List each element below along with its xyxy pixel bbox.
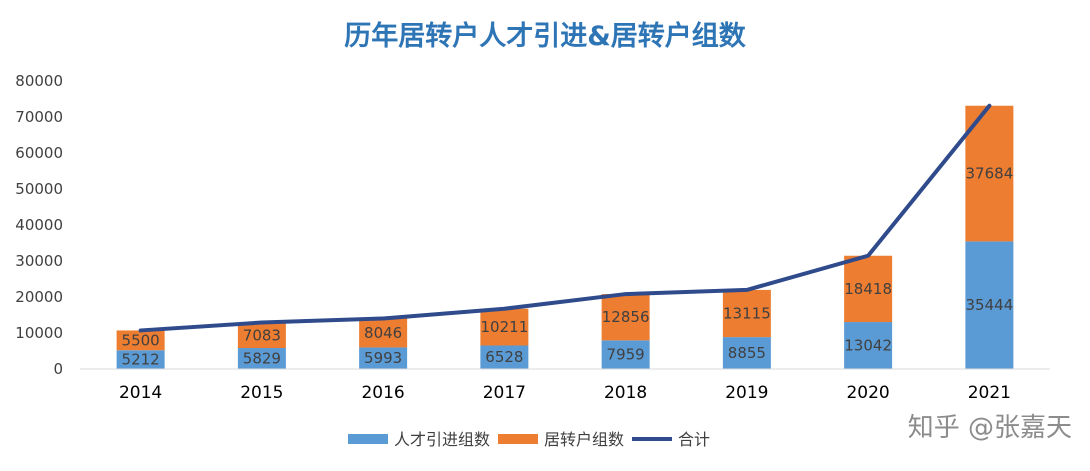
bar-value-label: 7959 (607, 346, 645, 364)
bar-value-label: 5829 (243, 350, 281, 368)
x-tick-label: 2016 (361, 383, 404, 403)
bar-value-label: 13115 (723, 305, 771, 323)
bar-value-label: 35444 (966, 296, 1014, 314)
bar-segment (237, 348, 286, 369)
bars (116, 105, 1014, 369)
bar-value-label: 13042 (844, 337, 892, 355)
bar-segment (480, 345, 529, 369)
bar-labels: 5212 5500 5829 7083 5993 8046 6528 10211 7959 128… (122, 165, 1014, 369)
bar-segment (965, 241, 1014, 369)
bar-value-label: 8855 (728, 344, 766, 362)
y-tick-label: 60000 (15, 144, 63, 162)
bar-value-label: 12856 (602, 308, 650, 326)
y-tick-label: 30000 (15, 252, 63, 270)
bar-value-label: 18418 (844, 280, 892, 298)
bar-segment (480, 308, 529, 346)
y-tick-label: 0 (53, 360, 63, 378)
bar-value-label: 5500 (122, 331, 160, 349)
legend: 人才引进组数 居转户组数 合计 (348, 430, 710, 449)
bar-value-label: 8046 (364, 324, 402, 342)
legend-label: 合计 (678, 430, 710, 449)
bar-value-label: 5993 (364, 349, 402, 367)
total-line-series (138, 103, 992, 333)
bar-segment (844, 322, 893, 369)
x-tick-label: 2021 (968, 383, 1011, 403)
y-tick-label: 50000 (15, 180, 63, 198)
x-tick-label: 2015 (240, 383, 283, 403)
bar-value-label: 10211 (481, 318, 529, 336)
total-line (138, 103, 992, 333)
x-tick-label: 2014 (119, 383, 162, 403)
legend-label: 居转户组数 (544, 430, 624, 449)
watermark: 知乎 @张嘉天 (908, 413, 1072, 443)
bar-segment (601, 294, 650, 341)
bar-segment (359, 347, 408, 369)
bar-segment (116, 330, 165, 351)
bar-segment (601, 340, 650, 369)
legend-label: 人才引进组数 (394, 430, 490, 449)
y-tick-label: 80000 (15, 72, 63, 90)
y-tick-label: 40000 (15, 216, 63, 234)
bar-segment (359, 318, 408, 348)
bar-segment (722, 337, 771, 369)
legend-swatch (498, 434, 538, 444)
bar-segment (237, 322, 286, 349)
bar-segment (844, 255, 893, 323)
bar-value-label: 37684 (966, 165, 1014, 183)
x-tick-label: 2017 (483, 383, 526, 403)
bar-segment (722, 289, 771, 338)
x-tick-label: 2020 (846, 383, 889, 403)
x-tick-label: 2019 (725, 383, 768, 403)
bar-value-label: 6528 (485, 348, 523, 366)
y-tick-label: 10000 (15, 324, 63, 342)
y-tick-label: 70000 (15, 108, 63, 126)
y-axis-ticks: 0 10000 20000 30000 40000 50000 60000 70000 8000… (15, 72, 63, 378)
chart-title: 历年居转户人才引进&居转户组数 (344, 20, 747, 52)
legend-swatch (348, 434, 388, 444)
bar-segment (116, 350, 165, 369)
y-tick-label: 20000 (15, 288, 63, 306)
x-axis-ticks: 2014 2015 2016 2017 2018 2019 2020 2021 (119, 383, 1011, 403)
bar-value-label: 5212 (122, 351, 160, 369)
x-tick-label: 2018 (604, 383, 647, 403)
bar-value-label: 7083 (243, 326, 281, 344)
